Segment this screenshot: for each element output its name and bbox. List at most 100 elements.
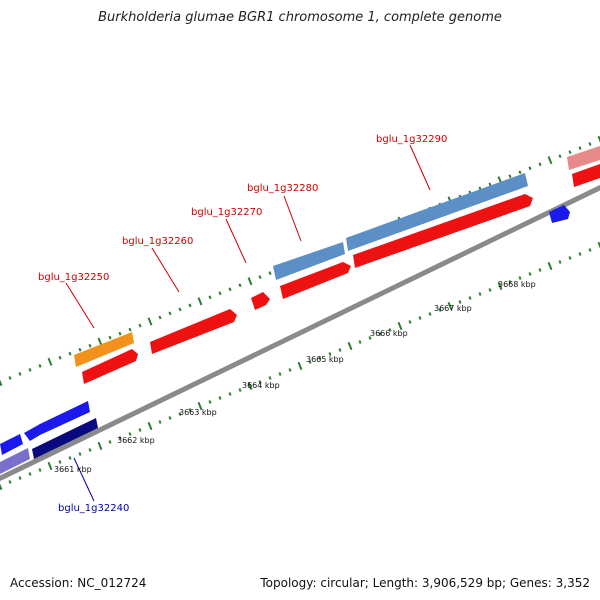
major-tick [547, 261, 553, 271]
minor-tick [238, 283, 242, 288]
minor-tick [228, 287, 232, 292]
minor-tick [138, 323, 142, 328]
major-tick [547, 156, 553, 165]
minor-tick [108, 335, 112, 340]
label-connector [225, 218, 247, 264]
cds-bglu_1g32280[interactable] [273, 242, 345, 280]
cds-reverse-feature[interactable] [0, 434, 23, 455]
cds-bglu_1g32250[interactable] [74, 332, 134, 367]
minor-tick [28, 368, 32, 372]
cds-bglu_1g32280-arrow[interactable] [280, 262, 351, 299]
minor-tick [78, 452, 82, 456]
gene-label-bglu_1g32250[interactable]: bglu_1g32250 [38, 272, 109, 283]
label-connector [409, 144, 431, 191]
accession-text: Accession: NC_012724 [10, 576, 147, 590]
minor-tick [178, 307, 182, 312]
gene-label-bglu_1g32290[interactable]: bglu_1g32290 [376, 134, 447, 145]
genome-backbone [0, 184, 600, 482]
minor-tick [218, 291, 222, 296]
minor-tick [268, 271, 272, 275]
major-tick [597, 135, 600, 143]
major-tick [497, 281, 503, 291]
minor-tick [568, 150, 572, 154]
major-tick [97, 441, 103, 451]
gene-label-bglu_1g32270[interactable]: bglu_1g32270 [191, 207, 262, 218]
minor-tick [538, 268, 542, 272]
minor-tick [518, 276, 522, 280]
minor-tick [158, 315, 162, 320]
minor-tick [378, 332, 382, 336]
minor-tick [128, 327, 132, 332]
major-tick [0, 379, 3, 387]
cds-bglu_1g32290-arrow[interactable] [353, 194, 533, 268]
minor-tick [458, 300, 462, 304]
minor-tick [568, 256, 572, 260]
minor-tick [388, 328, 392, 332]
minor-tick [558, 154, 562, 158]
minor-tick [218, 396, 222, 400]
label-connector [65, 282, 95, 329]
minor-tick [18, 372, 22, 376]
minor-tick [208, 295, 212, 300]
minor-tick [318, 356, 322, 360]
minor-tick [188, 408, 192, 412]
major-tick [447, 301, 453, 311]
minor-tick [18, 476, 22, 480]
minor-tick [168, 311, 172, 316]
major-tick [197, 297, 203, 306]
minor-tick [8, 376, 12, 380]
cds-reverse-feature[interactable] [24, 401, 90, 441]
gene-label-bglu_1g32240[interactable]: bglu_1g32240 [58, 503, 129, 514]
minor-tick [208, 400, 212, 404]
major-tick [147, 317, 153, 326]
minor-tick [508, 174, 512, 179]
major-tick [347, 341, 353, 351]
minor-tick [558, 260, 562, 264]
cds-bglu_1g32250-arrow[interactable] [82, 349, 138, 384]
label-connector [283, 195, 302, 242]
major-tick [197, 401, 203, 411]
cds-reverse-feature[interactable] [549, 205, 570, 223]
cds-bglu_1g32270[interactable] [251, 292, 270, 310]
minor-tick [518, 170, 522, 175]
cds-bglu_1g32240[interactable] [32, 418, 98, 459]
minor-tick [428, 312, 432, 316]
minor-tick [368, 336, 372, 340]
minor-tick [138, 428, 142, 432]
minor-tick [468, 296, 472, 300]
minor-tick [158, 420, 162, 424]
minor-tick [528, 166, 532, 171]
minor-tick [108, 440, 112, 444]
kbp-label: 3666 kbp [370, 329, 408, 338]
cds-reverse-feature[interactable] [0, 448, 30, 474]
minor-tick [488, 182, 492, 187]
kbp-label: 3667 kbp [434, 304, 472, 313]
minor-tick [168, 416, 172, 420]
major-tick [397, 321, 403, 331]
kbp-label: 3664 kbp [242, 381, 280, 390]
gene-label-bglu_1g32280[interactable]: bglu_1g32280 [247, 183, 318, 194]
minor-tick [358, 340, 362, 344]
cds-forward-feature[interactable] [572, 164, 600, 187]
minor-tick [438, 308, 442, 312]
inner-tick-track [0, 241, 600, 491]
kbp-label: 3663 kbp [179, 408, 217, 417]
major-tick [247, 381, 253, 391]
cds-bglu_1g32290[interactable] [346, 173, 528, 251]
major-tick [0, 483, 3, 491]
minor-tick [418, 316, 422, 320]
minor-tick [578, 146, 582, 150]
gene-label-bglu_1g32260[interactable]: bglu_1g32260 [122, 236, 193, 247]
map-title: Burkholderia glumae BGR1 chromosome 1, c… [98, 10, 502, 25]
minor-tick [268, 376, 272, 380]
minor-tick [128, 432, 132, 436]
cds-forward-feature[interactable] [567, 146, 600, 170]
major-tick [47, 357, 53, 366]
minor-tick [288, 368, 292, 372]
minor-tick [578, 252, 582, 256]
minor-tick [88, 343, 92, 348]
cds-bglu_1g32260[interactable] [150, 309, 237, 354]
minor-tick [118, 436, 122, 440]
kbp-label: 3665 kbp [306, 355, 344, 364]
